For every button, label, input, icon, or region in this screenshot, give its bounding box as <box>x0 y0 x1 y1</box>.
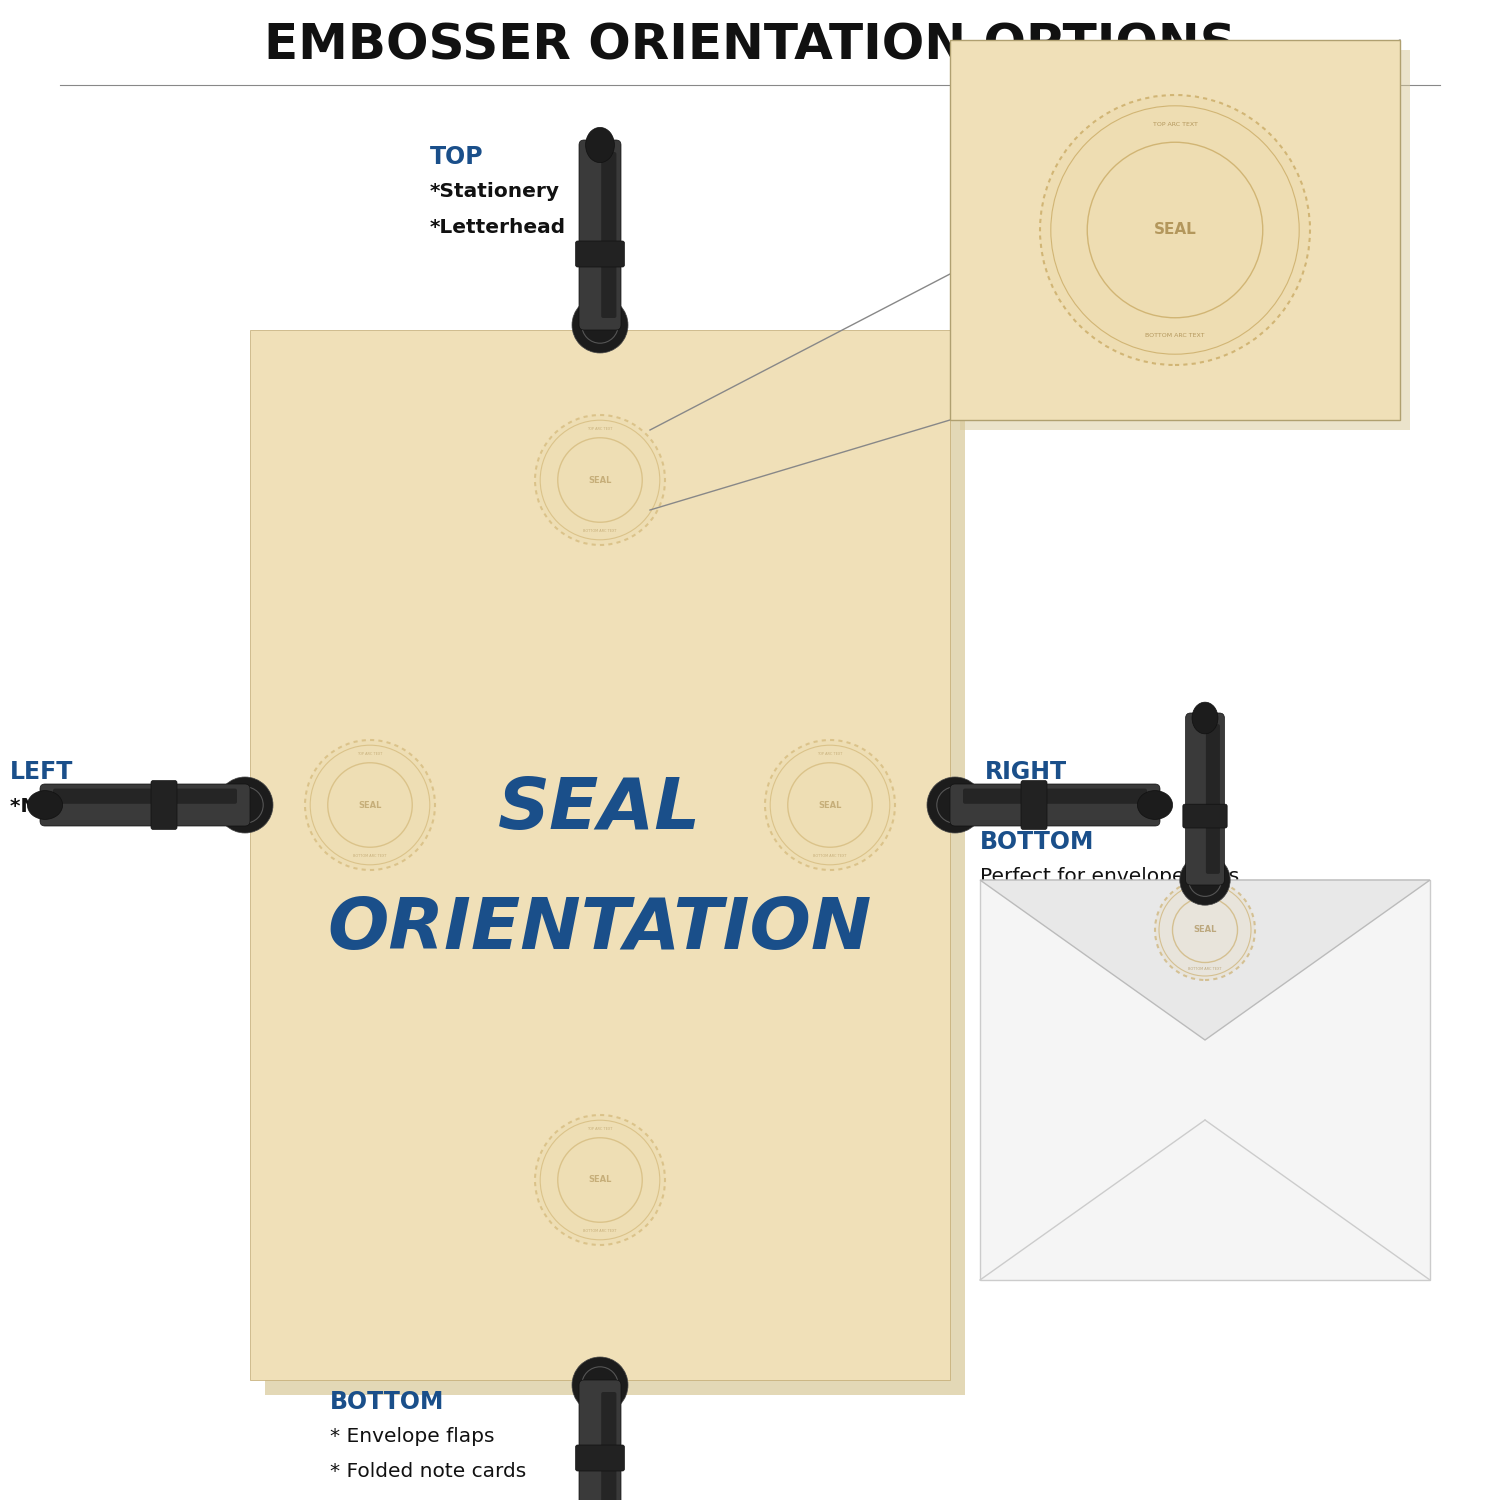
Ellipse shape <box>27 790 63 819</box>
FancyBboxPatch shape <box>1184 804 1227 828</box>
Text: *Stationery: *Stationery <box>430 182 560 201</box>
Ellipse shape <box>585 128 615 162</box>
Circle shape <box>572 1358 628 1413</box>
FancyBboxPatch shape <box>602 1392 616 1500</box>
Circle shape <box>304 740 435 870</box>
Text: LEFT: LEFT <box>10 760 74 784</box>
Text: EMBOSSER ORIENTATION OPTIONS: EMBOSSER ORIENTATION OPTIONS <box>264 21 1236 69</box>
FancyBboxPatch shape <box>152 780 177 830</box>
FancyBboxPatch shape <box>576 242 624 267</box>
FancyBboxPatch shape <box>1206 724 1219 874</box>
Text: TOP ARC TEXT: TOP ARC TEXT <box>1192 890 1218 892</box>
Text: RIGHT: RIGHT <box>986 760 1066 784</box>
Text: * Envelope flaps: * Envelope flaps <box>330 1426 495 1446</box>
Text: BOTTOM ARC TEXT: BOTTOM ARC TEXT <box>813 853 846 858</box>
Text: SEAL: SEAL <box>358 801 381 810</box>
Circle shape <box>1180 855 1230 904</box>
Text: BOTTOM: BOTTOM <box>330 1390 444 1414</box>
Text: SEAL: SEAL <box>819 801 842 810</box>
Text: TOP ARC TEXT: TOP ARC TEXT <box>588 427 612 432</box>
Text: BOTTOM ARC TEXT: BOTTOM ARC TEXT <box>1188 968 1221 970</box>
FancyBboxPatch shape <box>576 1444 624 1472</box>
Text: TOP ARC TEXT: TOP ARC TEXT <box>818 753 843 756</box>
FancyBboxPatch shape <box>1022 780 1047 830</box>
FancyBboxPatch shape <box>950 40 1400 420</box>
Text: BOTTOM: BOTTOM <box>980 830 1095 854</box>
Text: SEAL: SEAL <box>498 776 702 844</box>
FancyBboxPatch shape <box>579 140 621 330</box>
Circle shape <box>572 297 628 352</box>
Circle shape <box>1040 94 1310 364</box>
Text: TOP: TOP <box>430 146 483 170</box>
FancyBboxPatch shape <box>40 784 251 826</box>
Text: or bottom of page seals: or bottom of page seals <box>980 902 1221 921</box>
FancyBboxPatch shape <box>1185 712 1224 885</box>
Circle shape <box>217 777 273 832</box>
Text: * Book page: * Book page <box>986 796 1108 816</box>
FancyBboxPatch shape <box>602 152 616 318</box>
Circle shape <box>536 416 664 544</box>
Ellipse shape <box>1137 790 1173 819</box>
Text: SEAL: SEAL <box>588 476 612 484</box>
Text: TOP ARC TEXT: TOP ARC TEXT <box>1152 122 1197 128</box>
FancyBboxPatch shape <box>980 880 1430 1280</box>
Polygon shape <box>980 880 1430 1040</box>
FancyBboxPatch shape <box>963 789 1148 804</box>
Ellipse shape <box>1192 702 1218 734</box>
FancyBboxPatch shape <box>251 330 950 1380</box>
Text: TOP ARC TEXT: TOP ARC TEXT <box>588 1128 612 1131</box>
FancyBboxPatch shape <box>266 345 964 1395</box>
Text: SEAL: SEAL <box>588 1176 612 1185</box>
Text: * Folded note cards: * Folded note cards <box>330 1462 526 1480</box>
Circle shape <box>927 777 982 832</box>
Text: TOP ARC TEXT: TOP ARC TEXT <box>357 753 382 756</box>
Text: *Letterhead: *Letterhead <box>430 217 566 237</box>
FancyBboxPatch shape <box>579 1380 621 1500</box>
FancyBboxPatch shape <box>53 789 237 804</box>
Text: *Not Common: *Not Common <box>10 796 166 816</box>
Text: BOTTOM ARC TEXT: BOTTOM ARC TEXT <box>1146 333 1204 338</box>
FancyBboxPatch shape <box>950 784 1160 826</box>
Text: BOTTOM ARC TEXT: BOTTOM ARC TEXT <box>584 528 616 532</box>
Text: BOTTOM ARC TEXT: BOTTOM ARC TEXT <box>584 1228 616 1233</box>
Circle shape <box>765 740 896 870</box>
Text: SEAL: SEAL <box>1194 926 1216 934</box>
Text: ORIENTATION: ORIENTATION <box>328 896 872 964</box>
Circle shape <box>536 1114 664 1245</box>
Text: Perfect for envelope flaps: Perfect for envelope flaps <box>980 867 1239 886</box>
Text: SEAL: SEAL <box>1154 222 1197 237</box>
Circle shape <box>1155 880 1256 980</box>
Text: BOTTOM ARC TEXT: BOTTOM ARC TEXT <box>354 853 387 858</box>
FancyBboxPatch shape <box>960 50 1410 430</box>
